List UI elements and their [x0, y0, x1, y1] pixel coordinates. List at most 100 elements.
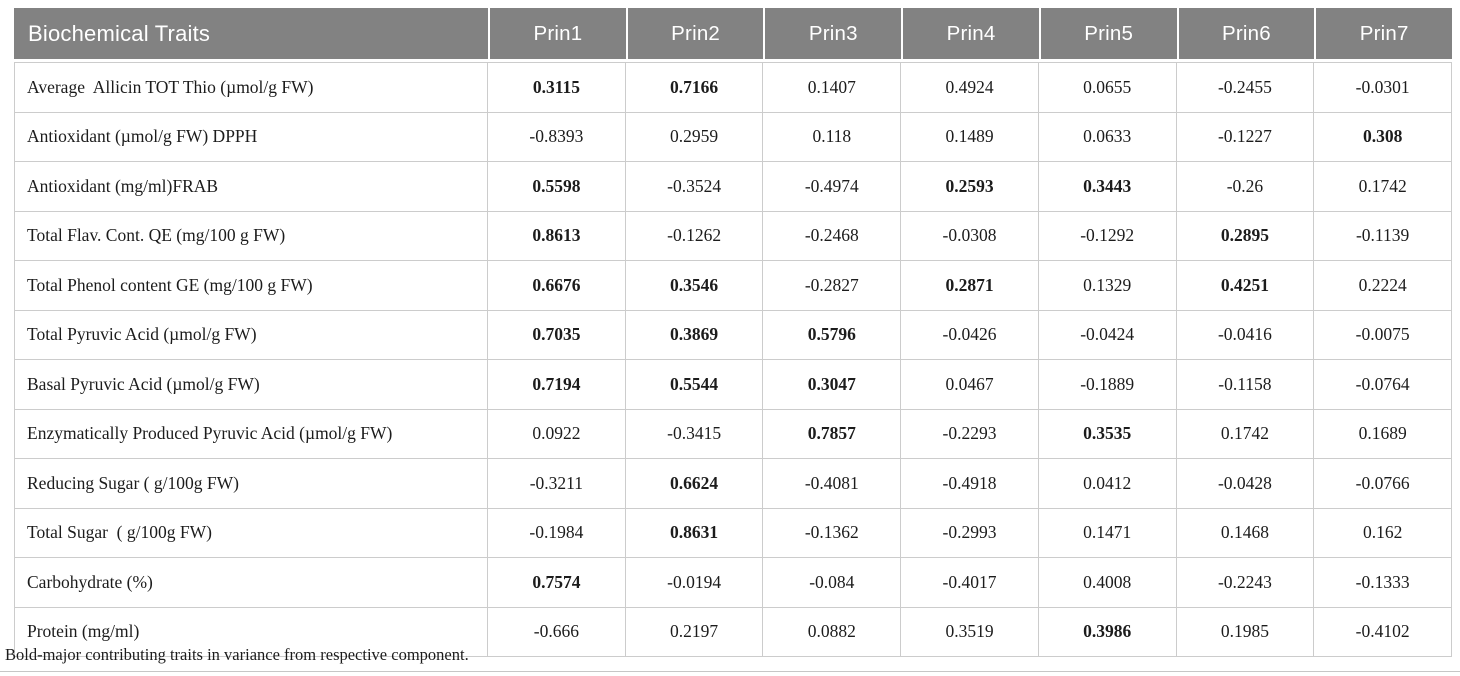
loading-value-cell: 0.308	[1314, 112, 1452, 162]
loading-value-cell: 0.0922	[488, 409, 626, 459]
loading-value-cell: 0.3115	[488, 62, 626, 113]
loading-value-cell: 0.7166	[625, 62, 764, 113]
trait-name-cell: Enzymatically Produced Pyruvic Acid (µmo…	[14, 409, 489, 459]
loading-value-cell: -0.1262	[625, 211, 764, 261]
loading-value-cell: -0.666	[488, 607, 626, 657]
trait-name-cell: Total Flav. Cont. QE (mg/100 g FW)	[14, 211, 489, 261]
loading-value-cell: 0.2895	[1176, 211, 1315, 261]
column-header-prin5: Prin5	[1038, 8, 1177, 62]
loading-value-cell: 0.3519	[901, 607, 1039, 657]
table-row: Total Flav. Cont. QE (mg/100 g FW) 0.8613…	[14, 211, 1452, 261]
loading-value-cell: 0.2224	[1314, 261, 1452, 311]
loading-value-cell: -0.2455	[1176, 62, 1315, 113]
loading-value-cell: -0.2468	[763, 211, 902, 261]
table-row: Antioxidant (µmol/g FW) DPPH -0.8393 0.295…	[14, 112, 1452, 162]
loading-value-cell: -0.2993	[901, 508, 1039, 558]
loading-value-cell: 0.3546	[625, 261, 764, 311]
loading-value-cell: -0.8393	[488, 112, 626, 162]
trait-name-cell: Protein (mg/ml)	[14, 607, 489, 657]
table-row: Antioxidant (mg/ml)FRAB 0.5598 -0.3524 -0.4…	[14, 162, 1452, 212]
trait-name-cell: Average Allicin TOT Thio (µmol/g FW)	[14, 62, 489, 113]
loading-value-cell: 0.162	[1314, 508, 1452, 558]
table-row: Total Phenol content GE (mg/100 g FW) 0.6…	[14, 261, 1452, 311]
loading-value-cell: -0.4974	[763, 162, 902, 212]
loading-value-cell: -0.1227	[1176, 112, 1315, 162]
trait-name-cell: Basal Pyruvic Acid (µmol/g FW)	[14, 360, 489, 410]
loading-value-cell: 0.1489	[901, 112, 1039, 162]
column-header-biochemical-traits: Biochemical Traits	[14, 8, 489, 62]
loading-value-cell: -0.1158	[1176, 360, 1315, 410]
loading-value-cell: 0.3986	[1038, 607, 1177, 657]
loading-value-cell: 0.5796	[763, 310, 902, 360]
table-row: Total Pyruvic Acid (µmol/g FW) 0.7035 0.38…	[14, 310, 1452, 360]
table-row: Average Allicin TOT Thio (µmol/g FW) 0.31…	[14, 62, 1452, 113]
loading-value-cell: -0.4102	[1314, 607, 1452, 657]
column-header-prin6: Prin6	[1176, 8, 1315, 62]
loading-value-cell: -0.1889	[1038, 360, 1177, 410]
loading-value-cell: -0.0426	[901, 310, 1039, 360]
loading-value-cell: 0.3047	[763, 360, 902, 410]
table-row: Total Sugar ( g/100g FW) -0.1984 0.8631 -0.…	[14, 508, 1452, 558]
table-row: Carbohydrate (%) 0.7574 -0.0194 -0.084 -0.40…	[14, 558, 1452, 608]
loading-value-cell: -0.0308	[901, 211, 1039, 261]
trait-name-cell: Antioxidant (µmol/g FW) DPPH	[14, 112, 489, 162]
loading-value-cell: 0.0633	[1038, 112, 1177, 162]
loading-value-cell: 0.118	[763, 112, 902, 162]
loading-value-cell: 0.1742	[1176, 409, 1315, 459]
loading-value-cell: -0.0428	[1176, 459, 1315, 509]
loading-value-cell: 0.7857	[763, 409, 902, 459]
trait-name-cell: Total Phenol content GE (mg/100 g FW)	[14, 261, 489, 311]
loading-value-cell: 0.1742	[1314, 162, 1452, 212]
table-row: Basal Pyruvic Acid (µmol/g FW) 0.7194 0.55…	[14, 360, 1452, 410]
table-row: Reducing Sugar ( g/100g FW) -0.3211 0.6624…	[14, 459, 1452, 509]
loading-value-cell: 0.3869	[625, 310, 764, 360]
loading-value-cell: 0.2959	[625, 112, 764, 162]
loading-value-cell: 0.7035	[488, 310, 626, 360]
loading-value-cell: 0.2197	[625, 607, 764, 657]
loading-value-cell: -0.1292	[1038, 211, 1177, 261]
loading-value-cell: -0.2827	[763, 261, 902, 311]
column-header-prin2: Prin2	[625, 8, 764, 62]
table-row: Enzymatically Produced Pyruvic Acid (µmo…	[14, 409, 1452, 459]
loading-value-cell: -0.2243	[1176, 558, 1315, 608]
loading-value-cell: -0.26	[1176, 162, 1315, 212]
loading-value-cell: 0.4924	[901, 62, 1039, 113]
trait-name-cell: Reducing Sugar ( g/100g FW)	[14, 459, 489, 509]
loading-value-cell: 0.3535	[1038, 409, 1177, 459]
loading-value-cell: -0.0075	[1314, 310, 1452, 360]
loading-value-cell: 0.7194	[488, 360, 626, 410]
loading-value-cell: -0.0194	[625, 558, 764, 608]
loading-value-cell: 0.0655	[1038, 62, 1177, 113]
loading-value-cell: -0.1984	[488, 508, 626, 558]
table-body: Average Allicin TOT Thio (µmol/g FW) 0.31…	[14, 62, 1452, 657]
loading-value-cell: -0.1139	[1314, 211, 1452, 261]
loading-value-cell: -0.0424	[1038, 310, 1177, 360]
loading-value-cell: 0.1985	[1176, 607, 1315, 657]
loading-value-cell: 0.6676	[488, 261, 626, 311]
loading-value-cell: 0.1689	[1314, 409, 1452, 459]
loading-value-cell: 0.6624	[625, 459, 764, 509]
loading-value-cell: -0.0416	[1176, 310, 1315, 360]
loading-value-cell: 0.5544	[625, 360, 764, 410]
loading-value-cell: -0.1333	[1314, 558, 1452, 608]
loading-value-cell: -0.4081	[763, 459, 902, 509]
loading-value-cell: 0.1329	[1038, 261, 1177, 311]
loading-value-cell: -0.0764	[1314, 360, 1452, 410]
pca-loadings-table: Biochemical Traits Prin1 Prin2 Prin3 Prin4 P…	[14, 8, 1452, 657]
loading-value-cell: -0.4918	[901, 459, 1039, 509]
trait-name-cell: Total Sugar ( g/100g FW)	[14, 508, 489, 558]
loading-value-cell: -0.0301	[1314, 62, 1452, 113]
loading-value-cell: -0.3415	[625, 409, 764, 459]
loading-value-cell: 0.8613	[488, 211, 626, 261]
loading-value-cell: 0.2593	[901, 162, 1039, 212]
loading-value-cell: -0.4017	[901, 558, 1039, 608]
loading-value-cell: -0.2293	[901, 409, 1039, 459]
loading-value-cell: 0.1468	[1176, 508, 1315, 558]
column-header-prin4: Prin4	[901, 8, 1039, 62]
loading-value-cell: 0.1471	[1038, 508, 1177, 558]
loading-value-cell: 0.4008	[1038, 558, 1177, 608]
loading-value-cell: 0.0467	[901, 360, 1039, 410]
column-header-prin3: Prin3	[763, 8, 902, 62]
table-footnote: Bold-major contributing traits in varian…	[5, 645, 469, 664]
